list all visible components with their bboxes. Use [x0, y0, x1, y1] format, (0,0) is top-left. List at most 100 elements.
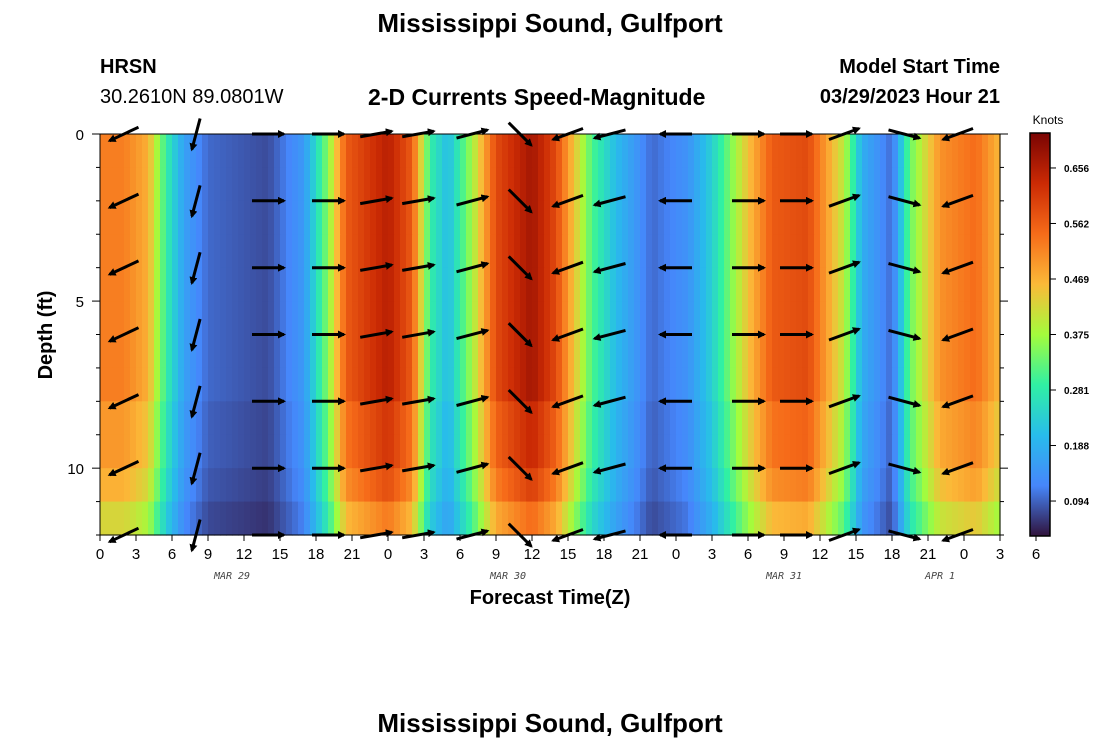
heat-cell: [898, 301, 905, 336]
heat-cell: [274, 468, 281, 503]
heat-cell: [142, 200, 149, 235]
heat-cell: [718, 367, 725, 402]
current-arrow: [456, 328, 490, 341]
x-tick-label: 15: [848, 546, 865, 563]
current-arrow: [189, 318, 202, 352]
chart-subtitle: 2-D Currents Speed-Magnitude: [368, 84, 706, 110]
heat-cell: [802, 401, 809, 436]
heat-cell: [736, 267, 743, 302]
heat-cell: [394, 167, 401, 202]
heat-cell: [478, 401, 485, 436]
heat-cell: [916, 334, 923, 369]
heat-cell: [808, 434, 815, 469]
heat-cell: [790, 200, 797, 235]
heat-cell: [676, 501, 683, 536]
heat-cell: [724, 167, 731, 202]
heat-cell: [274, 434, 281, 469]
station-coordinates: 30.2610N 89.0801W: [100, 86, 284, 108]
heat-cell: [916, 468, 923, 503]
heat-cell: [610, 501, 617, 536]
heat-cell: [658, 301, 665, 336]
heat-cell: [856, 501, 863, 536]
heat-cell: [208, 200, 215, 235]
heat-cell: [754, 234, 761, 269]
heat-cell: [892, 267, 899, 302]
model-start-label: Model Start Time: [839, 56, 1000, 78]
heat-cell: [100, 434, 107, 469]
heat-cell: [334, 434, 341, 469]
heat-cell: [514, 134, 521, 169]
heat-cell: [238, 267, 245, 302]
heat-cell: [586, 334, 593, 369]
heat-cell: [412, 401, 419, 436]
heat-cell: [952, 267, 959, 302]
heat-cell: [112, 468, 119, 503]
heat-cell: [898, 200, 905, 235]
heat-cell: [388, 167, 395, 202]
heat-cell: [220, 200, 227, 235]
heat-cell: [742, 367, 749, 402]
heat-cell: [556, 167, 563, 202]
heat-cell: [322, 367, 329, 402]
heat-cell: [772, 367, 779, 402]
heat-cell: [892, 501, 899, 536]
heat-cell: [304, 334, 311, 369]
heat-cell: [664, 167, 671, 202]
heat-cell: [712, 501, 719, 536]
heat-cell: [346, 468, 353, 503]
heat-cell: [532, 434, 539, 469]
heat-cell: [202, 434, 209, 469]
heat-cell: [406, 200, 413, 235]
heat-cell: [310, 367, 317, 402]
heat-cell: [274, 200, 281, 235]
heat-cell: [940, 334, 947, 369]
heat-cell: [886, 401, 893, 436]
heat-cell: [874, 134, 881, 169]
current-arrow: [359, 462, 394, 473]
heat-cell: [862, 501, 869, 536]
heat-cell: [862, 434, 869, 469]
heat-cell: [742, 334, 749, 369]
heat-cell: [646, 301, 653, 336]
heat-cell: [154, 134, 161, 169]
heat-cell: [208, 134, 215, 169]
heat-cell: [130, 334, 137, 369]
heat-cell: [688, 200, 695, 235]
heat-cell: [238, 468, 245, 503]
heat-cell: [682, 367, 689, 402]
heat-cell: [820, 200, 827, 235]
heat-cell: [478, 167, 485, 202]
heat-cell: [772, 301, 779, 336]
heat-cell: [124, 134, 131, 169]
heat-cell: [184, 434, 191, 469]
heat-cell: [532, 167, 539, 202]
heat-cell: [226, 134, 233, 169]
heat-cell: [592, 501, 599, 536]
heat-cell: [358, 367, 365, 402]
heat-cell: [478, 267, 485, 302]
heat-cell: [496, 267, 503, 302]
heat-cell: [754, 334, 761, 369]
heat-cell: [226, 334, 233, 369]
heat-cell: [160, 267, 167, 302]
heat-cell: [946, 434, 953, 469]
heat-cell: [202, 401, 209, 436]
heat-cell: [568, 434, 575, 469]
heat-cell: [358, 200, 365, 235]
heat-cell: [814, 468, 821, 503]
heat-cell: [694, 301, 701, 336]
heat-cell: [652, 167, 659, 202]
heat-cell: [706, 167, 713, 202]
heat-cell: [310, 234, 317, 269]
heat-cell: [466, 200, 473, 235]
heat-cell: [520, 501, 527, 536]
heat-cell: [874, 501, 881, 536]
heat-cell: [766, 367, 773, 402]
heat-cell: [778, 367, 785, 402]
heat-cell: [472, 234, 479, 269]
heat-cell: [214, 401, 221, 436]
heat-cell: [310, 334, 317, 369]
heat-cell: [406, 134, 413, 169]
heat-cell: [970, 200, 977, 235]
heat-cell: [406, 167, 413, 202]
